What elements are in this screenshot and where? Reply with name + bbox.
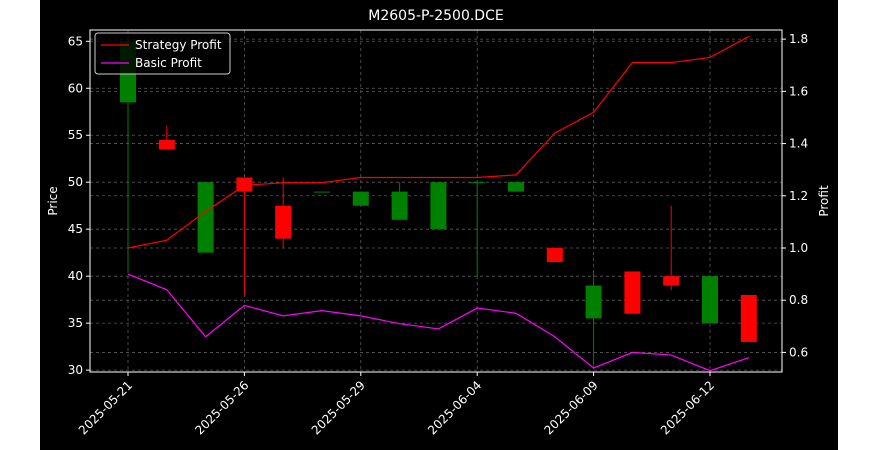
y2-tick-label: 1.4 <box>789 137 808 151</box>
legend-box <box>94 32 231 75</box>
candle-body <box>158 139 175 150</box>
y2-tick-label: 0.6 <box>789 345 808 359</box>
candle-body <box>546 247 563 263</box>
candle-body <box>508 182 524 192</box>
legend-label-basic: Basic Profit <box>135 56 202 70</box>
y-tick-label: 65 <box>68 34 83 48</box>
legend: Strategy Profit Basic Profit <box>94 32 231 75</box>
candle-body <box>740 294 757 342</box>
candle-body <box>624 271 641 314</box>
lines-layer <box>127 35 750 372</box>
y2-tick-label: 1.8 <box>789 32 808 46</box>
strategy-profit-line <box>127 35 750 249</box>
y2-tick-label: 1.0 <box>789 241 808 255</box>
candle-body <box>275 205 292 239</box>
y-axis-label: Price <box>46 186 60 215</box>
candle-body <box>352 191 369 206</box>
y-tick-label: 60 <box>68 81 83 95</box>
candle-body <box>430 182 447 230</box>
candle-body <box>391 191 408 220</box>
candle-body <box>197 182 214 253</box>
y-axis-left: 30 35 40 45 50 55 60 65 <box>68 34 90 377</box>
candle-body <box>663 276 680 286</box>
candle-body <box>585 285 602 319</box>
candle-body <box>469 182 486 184</box>
plot-frame <box>89 29 783 373</box>
legend-label-strategy: Strategy Profit <box>135 38 222 52</box>
y-tick-label: 40 <box>68 269 83 283</box>
y-axis-right: 0.6 0.8 1.0 1.2 1.4 1.6 1.8 <box>782 32 808 359</box>
y2-tick-label: 0.8 <box>789 293 808 307</box>
basic-profit-line <box>127 273 749 372</box>
y-tick-label: 45 <box>68 222 83 236</box>
chart-title: M2605-P-2500.DCE <box>368 8 503 24</box>
y2-tick-label: 1.6 <box>789 84 808 98</box>
candle-body <box>314 191 330 193</box>
candle-body <box>702 276 718 324</box>
y-tick-label: 35 <box>68 316 83 330</box>
y-tick-label: 30 <box>68 363 83 377</box>
y-tick-label: 55 <box>68 128 83 142</box>
y-tick-label: 50 <box>68 175 83 189</box>
y2-tick-label: 1.2 <box>789 189 808 203</box>
y2-axis-label: Profit <box>817 185 831 217</box>
